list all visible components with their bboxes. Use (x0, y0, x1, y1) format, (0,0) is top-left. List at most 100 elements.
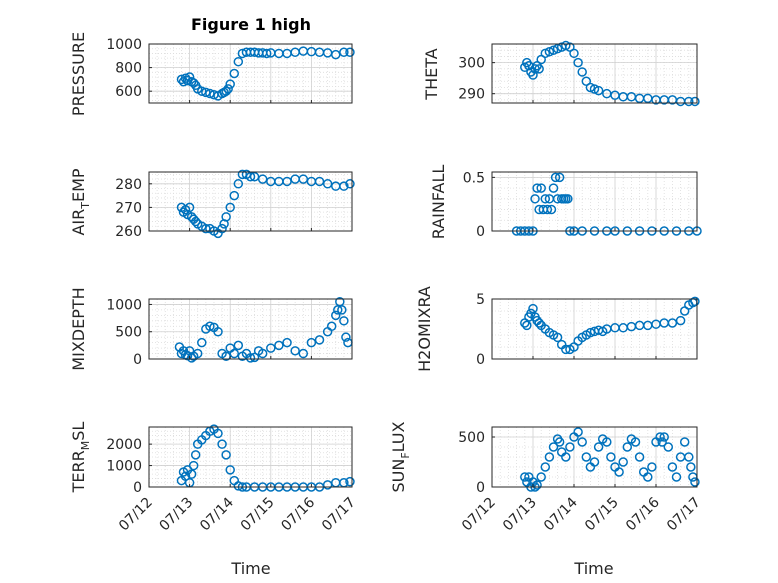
y-axis-label: SUNFLUX (389, 421, 412, 492)
data-point (186, 353, 197, 363)
y-tick-label: 600 (115, 84, 142, 100)
data-point (532, 183, 542, 193)
data-point (561, 40, 571, 51)
data-point (548, 183, 559, 193)
data-point (337, 305, 347, 315)
data-point (331, 181, 341, 191)
data-point (186, 469, 197, 479)
data-point (221, 86, 231, 96)
data-point (298, 348, 309, 359)
axes-box (491, 298, 698, 360)
y-axis-label: AIRTEMP (69, 168, 92, 235)
data-point (647, 462, 657, 472)
data-point (225, 465, 235, 475)
y-tick-label: 290 (458, 87, 485, 103)
data-point (630, 437, 641, 447)
data-point (622, 442, 633, 452)
data-point (540, 48, 551, 59)
y-tick-label: 260 (115, 224, 142, 240)
x-axis-label: Time (230, 559, 270, 578)
data-point (339, 47, 349, 58)
data-point (589, 84, 600, 94)
panel-rainfall: 0 0.5 RAINFALL (429, 165, 702, 240)
data-point (573, 57, 583, 68)
data-point (554, 437, 565, 447)
data-point (213, 428, 223, 439)
data-point (548, 442, 559, 452)
panel-pressure: 600 800 1000 PRESSURE (69, 32, 355, 116)
data-point (341, 332, 351, 342)
data-point (190, 216, 201, 227)
figure-title: Figure 1 high (191, 15, 311, 34)
data-point (659, 432, 669, 442)
y-tick-label: 270 (115, 200, 142, 216)
data-point (233, 340, 244, 351)
data-point (540, 194, 551, 204)
data-point (257, 348, 268, 359)
data-point (261, 48, 272, 59)
data-point (569, 48, 579, 59)
data-point (314, 47, 325, 58)
data-point (233, 56, 244, 67)
y-tick-label: 0.5 (463, 170, 485, 186)
data-point (655, 432, 665, 442)
data-point (221, 212, 231, 222)
y-tick-label: 0 (476, 224, 485, 240)
panel-mixdepth: 0 500 1000 MIXDEPTH (69, 287, 353, 371)
data-point (331, 310, 341, 321)
data-point (667, 462, 678, 472)
data-point (657, 437, 667, 447)
data-point (217, 223, 227, 234)
data-point (634, 452, 645, 462)
data-point (684, 452, 694, 462)
data-point (548, 45, 559, 55)
data-point (233, 179, 244, 189)
data-point (606, 452, 616, 462)
data-point (544, 452, 555, 462)
y-tick-label: 500 (115, 325, 142, 341)
x-tick-label: 07/13 (157, 495, 197, 535)
y-tick-label: 500 (458, 430, 485, 446)
data-point (229, 190, 240, 201)
data-point (188, 460, 199, 471)
y-tick-label: 1000 (106, 459, 142, 475)
data-point (266, 343, 276, 353)
data-point (530, 194, 540, 204)
data-point (577, 67, 587, 77)
y-tick-label: 800 (115, 61, 142, 77)
data-point (223, 84, 233, 94)
data-point (552, 43, 563, 54)
data-point (546, 204, 557, 215)
axes-box (148, 426, 353, 488)
data-point (593, 85, 604, 96)
data-point (686, 462, 696, 472)
data-point (282, 337, 292, 348)
data-point (618, 457, 628, 467)
x-tick-label: 07/17 (319, 495, 359, 535)
data-point (534, 318, 544, 328)
y-tick-label: 0 (133, 352, 142, 368)
data-point (565, 442, 575, 452)
data-point (643, 320, 653, 331)
data-point (589, 457, 600, 467)
data-point (197, 337, 207, 348)
data-point (563, 194, 573, 204)
panel-theta: 290 300 THETA (422, 40, 700, 107)
data-point (225, 202, 235, 213)
data-point (690, 477, 700, 487)
data-point (184, 202, 195, 213)
data-point (520, 472, 530, 482)
data-point (190, 450, 201, 460)
data-point (221, 450, 231, 460)
data-point (618, 323, 628, 333)
data-point (671, 472, 682, 482)
data-point (540, 462, 551, 472)
data-point (679, 437, 690, 447)
data-point (314, 335, 325, 345)
data-point (684, 96, 694, 107)
data-point (274, 340, 284, 351)
data-point (593, 442, 604, 452)
data-point (245, 171, 256, 182)
data-point (192, 348, 203, 359)
